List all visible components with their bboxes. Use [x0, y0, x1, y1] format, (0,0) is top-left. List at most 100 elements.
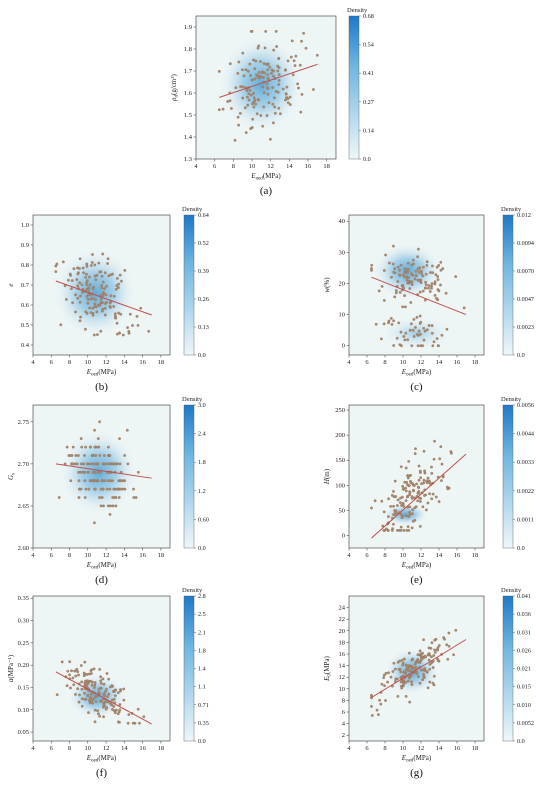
scatter-point: [403, 305, 407, 309]
scatter-point: [126, 721, 130, 725]
scatter-point: [439, 283, 442, 287]
scatter-point: [249, 127, 253, 131]
scatter-point: [85, 281, 88, 285]
y-tick-label: 1.4: [184, 134, 193, 141]
scatter-point: [244, 68, 248, 72]
colorbar-tick-label: 0.0070: [517, 268, 534, 275]
scatter-point: [70, 279, 74, 283]
scatter-point: [271, 86, 275, 89]
colorbar: [183, 595, 195, 742]
scatter-point: [417, 491, 421, 495]
scatter-point: [420, 272, 424, 276]
scatter-point: [79, 487, 83, 491]
scatter-point: [117, 282, 121, 286]
scatter-point: [402, 529, 406, 532]
scatter-point: [269, 71, 273, 75]
y-tick-label: 0.6: [21, 302, 30, 309]
scatter-point: [436, 278, 440, 282]
scatter-point: [97, 261, 101, 265]
colorbar-tick-label: 0.0011: [517, 516, 534, 523]
scatter-point: [98, 304, 102, 307]
colorbar-tick-label: 0.71: [198, 702, 209, 709]
scatter-point: [92, 333, 96, 337]
scatter-point: [99, 329, 103, 333]
scatter-point: [262, 105, 266, 109]
scatter-point: [102, 715, 105, 719]
scatter-point: [92, 470, 96, 474]
scatter-point: [127, 329, 131, 333]
x-tick-label: 14: [286, 163, 293, 170]
scatter-point: [410, 263, 414, 267]
scatter-point: [113, 711, 117, 715]
scatter-point: [118, 273, 122, 277]
x-tick-label: 14: [121, 745, 128, 752]
colorbar-tick-label: 0.0: [198, 545, 206, 552]
scatter-point: [408, 328, 412, 332]
scatter-point: [420, 482, 423, 486]
scatter-point: [102, 504, 105, 508]
x-tick-label: 14: [436, 359, 443, 366]
scatter-point: [424, 280, 428, 284]
scatter-point: [87, 711, 90, 714]
y-axis-label: a(MPa⁻¹): [7, 654, 15, 682]
scatter-point: [425, 328, 429, 332]
scatter-point: [85, 294, 89, 298]
scatter-point: [437, 644, 441, 647]
fit-line: [371, 276, 467, 316]
colorbar-title: Density: [347, 7, 368, 14]
scatter-point: [84, 697, 88, 701]
panel-label: (a): [260, 185, 273, 197]
scatter-point: [106, 257, 110, 261]
scatter-point: [285, 85, 289, 89]
scatter-point: [108, 487, 112, 491]
scatter-point: [406, 669, 410, 672]
scatter-point: [421, 656, 425, 660]
scatter-point: [107, 677, 111, 681]
x-tick-label: 6: [50, 359, 54, 366]
scatter-point: [401, 484, 405, 488]
y-axis-label: H(m): [323, 468, 331, 485]
scatter-point: [65, 297, 68, 301]
scatter-point: [254, 102, 258, 106]
scatter-point: [272, 96, 276, 100]
scatter-point: [117, 286, 120, 290]
x-tick-label: 6: [50, 745, 54, 752]
scatter-point: [261, 124, 265, 128]
fit-line: [55, 463, 152, 479]
scatter-point: [87, 487, 91, 491]
scatter-point: [256, 98, 260, 101]
scatter-point: [406, 494, 410, 498]
colorbar-tick-label: 2.4: [198, 431, 206, 438]
scatter-point: [402, 487, 405, 491]
x-tick-label: 4: [347, 745, 351, 752]
scatter-point: [418, 649, 422, 653]
scatter-point: [399, 670, 403, 674]
scatter-point: [407, 474, 411, 478]
scatter-point: [296, 82, 300, 86]
colorbar-tick-label: 0.0056: [517, 402, 534, 409]
scatter-point: [77, 470, 80, 474]
colorbar-tick-label: 0.0022: [517, 488, 534, 495]
scatter-point: [97, 712, 100, 716]
scatter-point: [391, 244, 395, 248]
scatter-point: [86, 693, 90, 697]
scatter-point: [77, 479, 81, 483]
y-tick-label: 250: [335, 407, 345, 414]
scatter-point: [418, 500, 422, 503]
scatter-point: [441, 267, 445, 271]
y-tick-label: 0.5: [21, 322, 29, 329]
scatter-point: [139, 306, 143, 310]
scatter-point: [101, 301, 104, 305]
scatter-point: [374, 322, 378, 326]
scatter-point: [412, 489, 416, 493]
scatter-point: [452, 653, 456, 657]
y-tick-label: 1.8: [184, 46, 192, 53]
x-axis-label: Eoed(MPa): [86, 368, 117, 378]
scatter-point: [273, 105, 277, 109]
scatter-point: [445, 485, 449, 489]
scatter-point: [91, 253, 94, 256]
scatter-point: [423, 469, 427, 473]
y-tick-label: 4: [342, 721, 346, 728]
scatter-point: [277, 56, 281, 60]
scatter-point: [294, 54, 298, 58]
